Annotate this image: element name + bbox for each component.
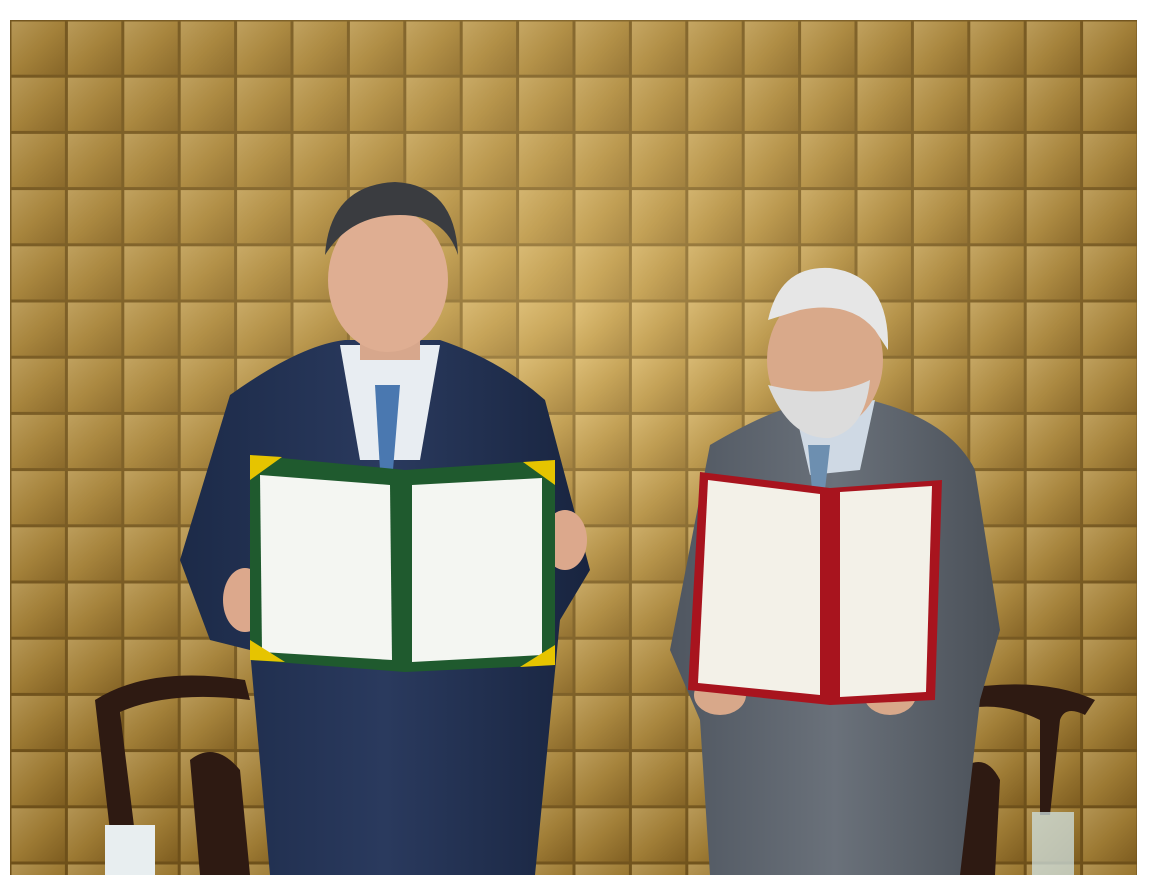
tie [808,445,830,490]
water-glass [1032,812,1074,875]
chair-carving [190,752,250,875]
hair [325,182,458,255]
red-folder [688,472,942,705]
hair [768,267,889,350]
water-bottle [105,825,155,875]
page [260,475,392,660]
chair-back [955,684,1095,815]
page [412,478,542,662]
bottles [105,812,1074,875]
page [840,486,932,697]
face [328,208,448,352]
green-folder [250,455,555,672]
page [698,480,820,695]
tie [375,385,400,470]
beard [768,380,870,439]
